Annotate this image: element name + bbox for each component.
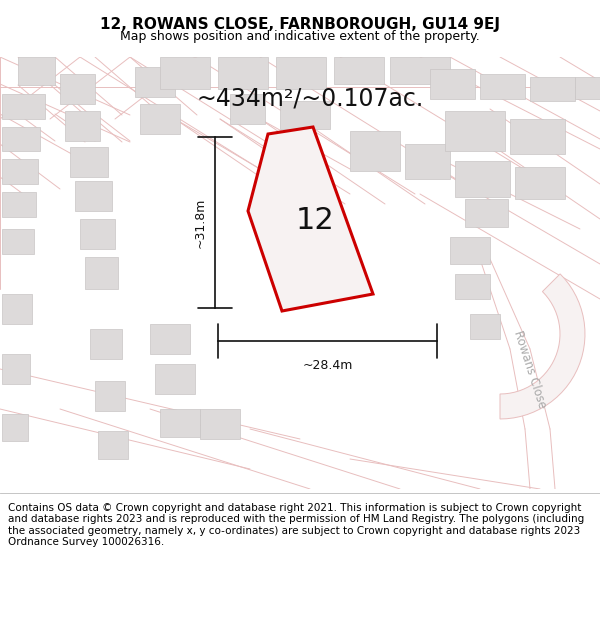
Polygon shape	[248, 127, 373, 311]
Polygon shape	[75, 181, 112, 211]
Polygon shape	[18, 57, 55, 85]
Polygon shape	[200, 409, 240, 439]
Polygon shape	[480, 74, 525, 99]
Text: Map shows position and indicative extent of the property.: Map shows position and indicative extent…	[120, 30, 480, 42]
Polygon shape	[405, 144, 450, 179]
Polygon shape	[90, 329, 122, 359]
Polygon shape	[334, 57, 384, 84]
Polygon shape	[98, 431, 128, 459]
Polygon shape	[510, 119, 565, 154]
Polygon shape	[265, 149, 305, 181]
Polygon shape	[2, 294, 32, 324]
Polygon shape	[2, 94, 45, 119]
Polygon shape	[465, 199, 508, 227]
Polygon shape	[160, 409, 200, 437]
Text: ~434m²/~0.107ac.: ~434m²/~0.107ac.	[196, 87, 424, 111]
Polygon shape	[2, 159, 38, 184]
Polygon shape	[530, 77, 575, 101]
Text: ~28.4m: ~28.4m	[302, 359, 353, 372]
Polygon shape	[218, 57, 268, 89]
Polygon shape	[470, 314, 500, 339]
Polygon shape	[2, 229, 34, 254]
Polygon shape	[150, 324, 190, 354]
Polygon shape	[455, 274, 490, 299]
Polygon shape	[155, 364, 195, 394]
Polygon shape	[515, 167, 565, 199]
Polygon shape	[135, 67, 175, 97]
Text: 12, ROWANS CLOSE, FARNBOROUGH, GU14 9EJ: 12, ROWANS CLOSE, FARNBOROUGH, GU14 9EJ	[100, 17, 500, 32]
Polygon shape	[450, 237, 490, 264]
Polygon shape	[65, 111, 100, 141]
Polygon shape	[430, 69, 475, 99]
Polygon shape	[70, 147, 108, 177]
Polygon shape	[445, 111, 505, 151]
Polygon shape	[390, 57, 450, 84]
Polygon shape	[140, 104, 180, 134]
Text: Contains OS data © Crown copyright and database right 2021. This information is : Contains OS data © Crown copyright and d…	[8, 503, 584, 548]
Polygon shape	[80, 219, 115, 249]
Polygon shape	[160, 57, 210, 89]
Polygon shape	[455, 161, 510, 197]
Polygon shape	[2, 354, 30, 384]
Polygon shape	[350, 131, 400, 171]
Polygon shape	[2, 192, 36, 217]
Text: Rowans Close: Rowans Close	[511, 328, 549, 409]
Polygon shape	[2, 127, 40, 151]
Polygon shape	[2, 414, 28, 441]
Polygon shape	[280, 101, 330, 129]
Text: 12: 12	[295, 206, 334, 235]
Polygon shape	[575, 77, 600, 99]
Polygon shape	[276, 57, 326, 89]
Polygon shape	[85, 257, 118, 289]
Polygon shape	[60, 74, 95, 104]
Polygon shape	[230, 94, 265, 124]
Polygon shape	[500, 274, 585, 419]
Polygon shape	[95, 381, 125, 411]
Text: ~31.8m: ~31.8m	[194, 198, 207, 248]
